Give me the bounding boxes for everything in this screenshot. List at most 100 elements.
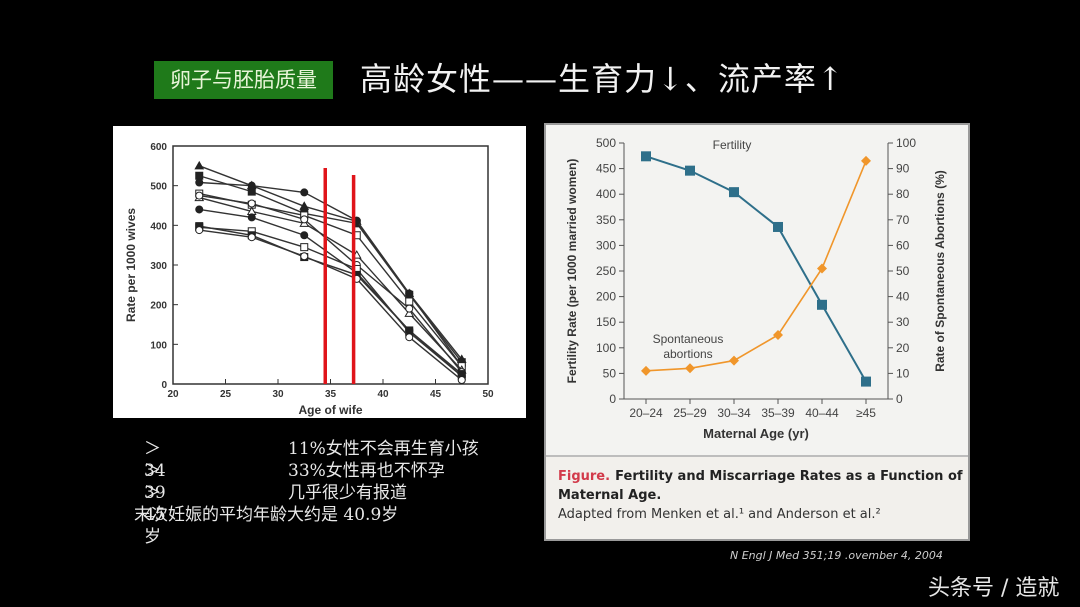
x-tick-label: 45 [430, 389, 442, 400]
y-right-tick-label: 0 [896, 392, 903, 406]
x-tick-label: ≥45 [856, 406, 876, 420]
x-tick-label: 50 [482, 389, 494, 400]
note-summary: 末次妊娠的平均年龄大约是 40.9岁 [134, 505, 399, 525]
y-left-tick-label: 500 [596, 136, 616, 150]
y-left-tick-label: 300 [596, 238, 616, 252]
chart2-svg: 0 50 100 150 200 250 300 350 400 450 500 0 10 20 30 40 5… [565, 136, 947, 441]
y-tick-label: 100 [150, 340, 167, 351]
y-left-tick-label: 350 [596, 213, 616, 227]
series-line [199, 226, 463, 377]
x-tick-label: 30–34 [717, 406, 751, 420]
watermark: 头条号 / 造就 [928, 576, 1060, 601]
y-tick-label: 600 [150, 142, 167, 153]
data-point [300, 243, 309, 252]
y-tick-label: 300 [150, 261, 167, 272]
data-point [405, 297, 414, 306]
chart-fertility-by-age-of-wife: 0 100 200 300 400 500 600 20 25 30 35 40 45 50 Age of … [113, 126, 526, 418]
data-point [457, 376, 466, 385]
data-point [195, 226, 204, 235]
y-right-tick-label: 30 [896, 315, 910, 329]
figure-caption: Figure. Fertility and Miscarriage Rates … [546, 455, 968, 539]
y-right-tick-label: 50 [896, 264, 910, 278]
data-point [300, 188, 309, 197]
y-left-tick-label: 400 [596, 187, 616, 201]
y-left-tick-label: 250 [596, 264, 616, 278]
series-line [199, 229, 463, 381]
y-axis-label: Rate per 1000 wives [124, 208, 138, 322]
chart-fertility-miscarriage: 0 50 100 150 200 250 300 350 400 450 500 0 10 20 30 40 5… [544, 123, 970, 541]
note-age: ＞34 [144, 439, 166, 481]
series-line [199, 192, 463, 367]
y-right-tick-label: 10 [896, 366, 910, 380]
abortions-point [817, 263, 827, 274]
x-tick-label: 20 [167, 389, 179, 400]
x-tick-label: 25 [220, 389, 232, 400]
data-point [404, 308, 415, 317]
x-axis-label: Maternal Age (yr) [703, 426, 809, 441]
caption-figure-title: Fertility and Miscarriage Rates as a Fun… [558, 469, 963, 503]
fertility-line [645, 155, 867, 383]
y-tick-label: 0 [161, 380, 167, 391]
series-line [199, 196, 463, 371]
abortions-point [641, 365, 651, 376]
note-text: 11%女性不会再生育小孩 [288, 439, 479, 459]
x-tick-label: 25–29 [673, 406, 707, 420]
note-text: 33%女性再也不怀孕 [288, 461, 445, 481]
series-line [199, 181, 463, 367]
series-line [199, 194, 463, 373]
y-right-tick-label: 20 [896, 341, 910, 355]
fertility-point [773, 221, 783, 232]
data-point [195, 191, 204, 200]
data-point [405, 304, 414, 313]
caption-figure-label: Figure. [558, 469, 611, 484]
note-age: ＞45岁 [144, 483, 166, 547]
fertility-point [817, 299, 827, 310]
y-right-axis-label: Rate of Spontaneous Abortions (%) [933, 170, 947, 372]
x-axis-label: Age of wife [298, 403, 362, 417]
x-tick-label: 40 [377, 389, 389, 400]
y-right-tick-label: 40 [896, 290, 910, 304]
caption-source: Adapted from Menken et al.¹ and Anderson… [558, 507, 881, 522]
fertility-label: Fertility [713, 138, 752, 152]
data-point [405, 333, 414, 342]
y-tick-label: 500 [150, 182, 167, 193]
data-point [300, 231, 309, 240]
fertility-point [729, 187, 739, 198]
data-point [247, 233, 256, 242]
data-point [300, 215, 309, 224]
data-point [247, 213, 256, 222]
data-point [405, 326, 414, 335]
chart1-svg: 0 100 200 300 400 500 600 20 25 30 35 40 45 50 Age of … [124, 142, 494, 417]
note-age: ＞39 [144, 461, 166, 503]
abortions-point [729, 355, 739, 366]
data-point [247, 181, 256, 190]
y-right-tick-label: 100 [896, 136, 916, 150]
y-tick-label: 400 [150, 221, 167, 232]
x-tick-label: 35–39 [761, 406, 795, 420]
y-left-tick-label: 0 [609, 392, 616, 406]
abortions-point [685, 363, 695, 374]
x-tick-label: 20–24 [629, 406, 663, 420]
y-left-tick-label: 200 [596, 290, 616, 304]
data-point [300, 252, 309, 261]
y-left-tick-label: 150 [596, 315, 616, 329]
data-point [195, 205, 204, 214]
abortions-label: abortions [663, 347, 712, 361]
y-left-tick-label: 50 [603, 366, 617, 380]
note-text: 几乎很少有报道 [288, 483, 407, 503]
fertility-point [641, 151, 651, 162]
x-tick-label: 40–44 [805, 406, 839, 420]
x-tick-label: 35 [325, 389, 337, 400]
fertility-point [685, 165, 695, 176]
fertility-point [861, 376, 871, 387]
series-line [199, 208, 463, 377]
data-point [299, 201, 310, 210]
x-tick-label: 30 [272, 389, 284, 400]
citation: N Engl J Med 351;19 .ovember 4, 2004 [730, 549, 943, 562]
series-line [199, 165, 463, 360]
data-point [195, 178, 204, 187]
y-left-tick-label: 450 [596, 162, 616, 176]
data-point [405, 289, 414, 298]
y-right-tick-label: 80 [896, 187, 910, 201]
y-right-tick-label: 90 [896, 162, 910, 176]
